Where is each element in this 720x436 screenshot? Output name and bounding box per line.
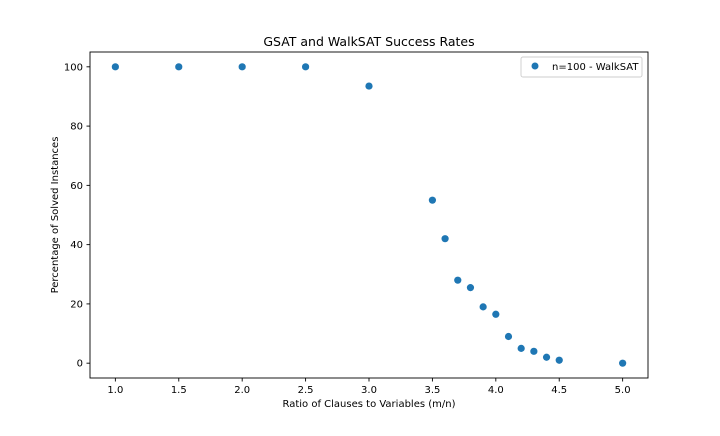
x-axis-label: Ratio of Clauses to Variables (m/n): [283, 399, 456, 410]
x-tick-label: 2.0: [234, 385, 250, 396]
data-point[interactable]: [542, 353, 551, 361]
y-tick-label: 0: [77, 359, 83, 370]
data-point[interactable]: [504, 332, 513, 341]
data-point[interactable]: [365, 82, 373, 90]
y-tick-label: 20: [70, 299, 83, 310]
y-tick-label: 40: [70, 240, 83, 251]
y-tick-label: 80: [70, 122, 83, 133]
x-tick-label: 3.0: [361, 385, 377, 396]
y-tick-label: 100: [64, 62, 83, 73]
data-point[interactable]: [479, 303, 487, 311]
data-point[interactable]: [619, 359, 627, 367]
data-point[interactable]: [301, 63, 310, 71]
x-tick-label: 1.5: [171, 385, 187, 396]
plot-area: 1.0 1.5 2.0 2.5 3.0 3.5 4.0 4.5 5.0 0 20 40 60 80 100: [64, 51, 649, 396]
legend-label: n=100 - WalkSAT: [552, 62, 639, 73]
data-point[interactable]: [238, 63, 246, 71]
data-point[interactable]: [441, 235, 449, 243]
y-axis-label: Percentage of Solved Instances: [50, 137, 61, 294]
chart-title: GSAT and WalkSAT Success Rates: [263, 34, 474, 49]
x-tick-label: 4.5: [551, 385, 567, 396]
data-point[interactable]: [517, 344, 525, 352]
data-point[interactable]: [492, 310, 500, 318]
x-tick-label: 3.5: [424, 385, 440, 396]
x-tick-label: 5.0: [615, 385, 631, 396]
data-point[interactable]: [428, 196, 437, 204]
legend-marker-icon: [531, 62, 539, 70]
x-tick-label: 1.0: [107, 385, 123, 396]
data-point[interactable]: [111, 63, 119, 71]
legend[interactable]: n=100 - WalkSAT: [520, 56, 643, 78]
data-points: [111, 63, 627, 367]
x-tick-label: 2.5: [298, 385, 314, 396]
axes-frame: [89, 51, 649, 379]
data-point[interactable]: [466, 284, 475, 292]
x-axis-ticks: 1.0 1.5 2.0 2.5 3.0 3.5 4.0 4.5 5.0: [107, 378, 631, 396]
data-point[interactable]: [555, 356, 563, 364]
y-axis-ticks: 0 20 40 60 80 100: [64, 62, 90, 370]
data-point[interactable]: [454, 276, 462, 284]
x-tick-label: 4.0: [488, 385, 504, 396]
legend-box: [520, 56, 643, 78]
data-point[interactable]: [530, 347, 538, 355]
data-point[interactable]: [175, 63, 183, 71]
y-tick-label: 60: [70, 181, 83, 192]
